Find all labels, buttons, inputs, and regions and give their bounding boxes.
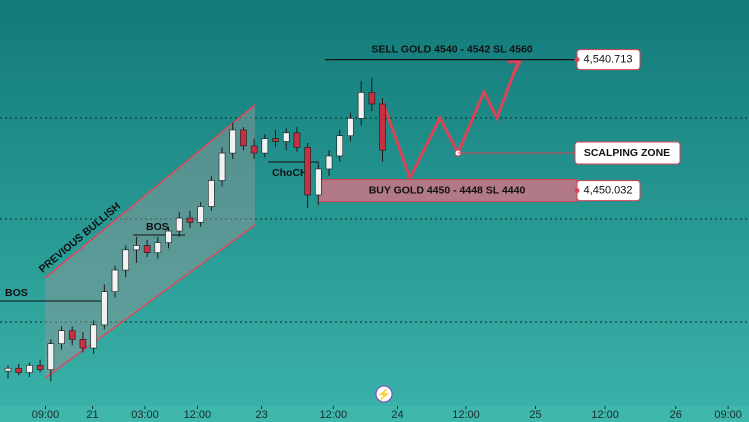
candle-body — [336, 135, 344, 157]
x-tick-label: 12:00 — [184, 409, 212, 421]
price-label: 4,540.713 — [584, 54, 633, 66]
candle-body — [47, 343, 55, 370]
x-tick-label: 12:00 — [591, 409, 619, 421]
x-tick-label: 09:00 — [714, 409, 742, 421]
candle-body — [133, 245, 140, 251]
candle-body — [143, 245, 151, 254]
candle-body — [68, 330, 76, 340]
candle-body — [357, 92, 365, 119]
event-icon — [375, 385, 393, 403]
candle-body — [304, 146, 311, 196]
scalping-box — [574, 141, 681, 165]
bos-label: BOS — [5, 287, 28, 299]
candle-body — [250, 145, 258, 154]
x-tick-label: 24 — [391, 409, 403, 421]
x-tick-label: 26 — [670, 409, 682, 421]
candle-body — [293, 132, 301, 148]
candle-body — [325, 155, 333, 170]
candle-body — [79, 339, 87, 349]
candle-body — [165, 230, 172, 243]
candle-body — [186, 217, 194, 223]
candle-body — [347, 118, 354, 137]
candle-body — [122, 249, 130, 271]
candle-body — [4, 367, 12, 372]
candle-body — [282, 132, 290, 142]
x-tick-label: 03:00 — [131, 409, 159, 421]
bos-label: BOS — [146, 221, 169, 233]
channel-fill — [45, 105, 255, 378]
channel-line — [44, 224, 256, 379]
choch-label: ChoCH — [272, 167, 308, 179]
candle-body — [197, 206, 204, 223]
sell-label: SELL GOLD 4540 - 4542 SL 4560 — [371, 43, 532, 55]
candle-body — [229, 129, 237, 154]
candle-body — [272, 138, 279, 142]
time-axis — [0, 406, 749, 422]
price-label-dot — [574, 188, 580, 194]
candle-body — [26, 365, 33, 373]
candle-body — [379, 103, 386, 151]
candle-body — [175, 217, 183, 232]
price-label: 4,450.032 — [584, 184, 633, 196]
x-tick-label: 12:00 — [452, 409, 480, 421]
x-tick-label: 09:00 — [32, 409, 60, 421]
candle-body — [36, 365, 44, 370]
candle-body — [58, 330, 65, 344]
candle-body — [315, 168, 322, 196]
candle-body — [218, 152, 226, 181]
x-tick-label: 21 — [86, 409, 98, 421]
candle-body — [15, 367, 23, 373]
scalping-label: SCALPING ZONE — [584, 147, 670, 159]
candle-body — [154, 242, 162, 254]
candle-body — [101, 291, 108, 326]
candle-body — [208, 180, 215, 207]
channel-line — [44, 104, 256, 279]
candle-body — [90, 324, 97, 349]
candle-body — [240, 129, 247, 147]
buy-label: BUY GOLD 4450 - 4448 SL 4440 — [369, 184, 526, 196]
candle-body — [368, 92, 376, 105]
projection-arrow — [507, 59, 523, 73]
candle-body — [261, 138, 269, 154]
x-tick-label: 12:00 — [320, 409, 348, 421]
price-label-dot — [574, 57, 580, 63]
x-tick-label: 25 — [529, 409, 541, 421]
x-tick-label: 23 — [255, 409, 267, 421]
candle-body — [111, 269, 119, 292]
event-icon-glyph: ⚡ — [377, 388, 391, 401]
